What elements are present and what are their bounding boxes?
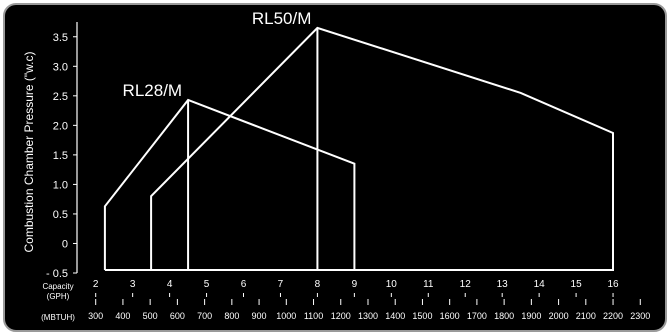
mbtuh-tick-label: 800 xyxy=(224,311,239,321)
gph-tick-label: 12 xyxy=(460,279,472,290)
mbtuh-tick-label: 1700 xyxy=(467,311,487,321)
gph-axis-label-line2: (GPH) xyxy=(47,292,70,301)
gph-tick-label: 5 xyxy=(204,279,210,290)
y-tick-label: 3.0 xyxy=(53,61,68,73)
gph-tick-label: 10 xyxy=(386,279,398,290)
mbtuh-tick-label: 500 xyxy=(143,311,158,321)
series-label: RL50/M xyxy=(252,9,312,28)
gph-tick-label: 7 xyxy=(278,279,284,290)
gph-tick-label: 8 xyxy=(315,279,321,290)
y-tick-label: 1.5 xyxy=(53,150,68,162)
y-tick-label: 1.0 xyxy=(53,179,68,191)
y-tick-label: 2.0 xyxy=(53,120,68,132)
y-tick-label: 3.5 xyxy=(53,32,68,44)
mbtuh-tick-label: 1500 xyxy=(412,311,432,321)
series-outline-rl50-m xyxy=(150,26,614,271)
gph-axis-label-line1: Capacity xyxy=(42,282,73,291)
mbtuh-tick-label: 1400 xyxy=(385,311,405,321)
series-layer xyxy=(103,26,614,271)
mbtuh-tick-label: 1300 xyxy=(358,311,378,321)
mbtuh-tick-label: 1000 xyxy=(276,311,296,321)
axes xyxy=(73,22,641,305)
y-tick-label: 0.5 xyxy=(53,209,68,221)
gph-tick-label: 14 xyxy=(534,279,546,290)
chart-background xyxy=(3,3,667,332)
labels-layer: 3.5 3.0 2.5 2.0 1.5 1.0 0.5 0 - 0.5 2 3 4 5 6 7 8 9 10 11 1… xyxy=(46,9,650,321)
gph-tick-label: 9 xyxy=(352,279,358,290)
mbtuh-tick-label: 600 xyxy=(170,311,185,321)
gph-tick-label: 16 xyxy=(607,279,619,290)
gph-tick-label: 3 xyxy=(130,279,136,290)
mbtuh-tick-label: 2100 xyxy=(576,311,596,321)
y-tick-label: 2.5 xyxy=(53,91,68,103)
gph-tick-label: 11 xyxy=(423,279,434,290)
mbtuh-tick-label: 1100 xyxy=(304,311,323,321)
gph-tick-label: 4 xyxy=(167,279,173,290)
mbtuh-tick-label: 1800 xyxy=(494,311,514,321)
y-tick-label: 0 xyxy=(62,238,68,250)
mbtuh-tick-label: 300 xyxy=(88,311,103,321)
mbtuh-tick-label: 1200 xyxy=(331,311,351,321)
mbtuh-tick-label: 1900 xyxy=(521,311,541,321)
mbtuh-tick-label: 400 xyxy=(115,311,130,321)
gph-tick-label: 13 xyxy=(497,279,509,290)
gph-tick-label: 6 xyxy=(241,279,247,290)
mbtuh-tick-label: 900 xyxy=(252,311,267,321)
gph-tick-label: 2 xyxy=(93,279,99,290)
mbtuh-tick-label: 700 xyxy=(197,311,212,321)
gph-tick-label: 15 xyxy=(571,279,583,290)
mbtuh-tick-label: 2200 xyxy=(603,311,623,321)
mbtuh-tick-label: 2300 xyxy=(630,311,650,321)
y-tick-label: - 0.5 xyxy=(46,268,68,280)
mbtuh-axis-label: (MBTUH) xyxy=(41,313,75,322)
mbtuh-tick-label: 2000 xyxy=(549,311,569,321)
series-label: RL28/M xyxy=(123,81,183,100)
y-axis-label: Combustion Chamber Pressure ("w.c) xyxy=(22,52,36,253)
mbtuh-tick-label: 1600 xyxy=(440,311,460,321)
